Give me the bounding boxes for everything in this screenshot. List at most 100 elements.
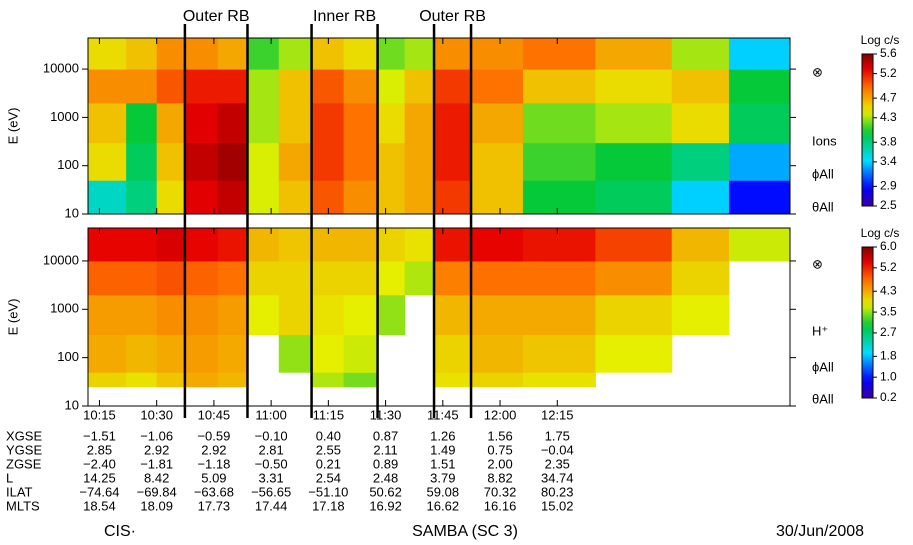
colorbar — [861, 53, 874, 207]
heatmap-cell — [126, 260, 158, 296]
heatmap-cell — [217, 260, 248, 296]
orbit-row-label: YGSE — [6, 442, 42, 457]
heatmap-cell — [184, 334, 219, 373]
heatmap-cell — [377, 260, 406, 296]
orbit-value: 16.16 — [484, 498, 517, 513]
colorbar-tick-label: 5.2 — [880, 66, 897, 80]
colorbar-tick-label: 5.6 — [880, 46, 897, 60]
orbit-value: −74.64 — [79, 484, 119, 499]
y-axis-label: E (eV) — [5, 299, 20, 336]
heatmap-cell — [184, 102, 219, 144]
heatmap-cell — [311, 334, 345, 373]
colorbar — [861, 246, 874, 399]
orbit-value: −1.81 — [140, 456, 173, 471]
orbit-value: 50.62 — [369, 484, 402, 499]
orbit-value: 3.31 — [258, 470, 283, 485]
heatmap-cell — [278, 334, 313, 373]
y-axis-label: E (eV) — [5, 108, 20, 145]
heatmap-cell — [595, 260, 673, 296]
orbit-value: −56.65 — [251, 484, 291, 499]
orbit-value: 1.26 — [430, 428, 455, 443]
colorbar-tick-label: 1.8 — [880, 349, 897, 363]
x-tick-label: 11:30 — [370, 407, 402, 422]
heatmap-cell — [728, 142, 791, 181]
footer-left: CIS· — [104, 523, 136, 540]
orbit-value: 14.25 — [83, 470, 116, 485]
orbit-value: 59.08 — [427, 484, 460, 499]
heatmap-cell — [156, 372, 186, 388]
heatmap-cell — [278, 260, 313, 296]
heatmap-cell — [126, 102, 158, 144]
heatmap-cell — [471, 142, 524, 181]
heatmap-cell — [247, 260, 280, 296]
orbit-value: 5.09 — [201, 470, 226, 485]
orbit-value: 17.18 — [312, 498, 345, 513]
heatmap-cell — [88, 180, 127, 215]
orbit-value: 2.48 — [373, 470, 398, 485]
heatmap-cell — [595, 69, 673, 104]
heatmap-cell — [728, 180, 791, 215]
heatmap-cell — [184, 372, 219, 388]
heatmap-cell — [278, 180, 313, 215]
orbit-value: −63.68 — [194, 484, 234, 499]
colorbar-label: Log c/s — [861, 226, 900, 240]
heatmap-cell — [311, 372, 345, 388]
heatmap-cell — [278, 142, 313, 181]
colorbar-tick-label: 3.8 — [880, 134, 897, 148]
heatmap-cell — [671, 228, 730, 262]
heatmap-cell — [434, 38, 472, 70]
heatmap-cell — [522, 372, 596, 388]
heatmap-cell — [522, 180, 596, 215]
heatmap-cell — [217, 294, 248, 336]
heatmap-cell — [343, 102, 379, 144]
heatmap-cell — [595, 142, 673, 181]
heatmap-cell — [88, 228, 127, 262]
heatmap-cell — [434, 102, 472, 144]
heatmap-cell — [377, 180, 406, 215]
heatmap-cell — [404, 180, 435, 215]
heatmap-cell — [278, 228, 313, 262]
heatmap-cell — [671, 260, 730, 296]
colorbar-tick-label: 2.5 — [880, 198, 897, 212]
orbit-value: −0.50 — [255, 456, 288, 471]
heatmap-cell — [404, 102, 435, 144]
orbit-value: 2.92 — [201, 442, 226, 457]
heatmap-cell — [522, 102, 596, 144]
heatmap-cell — [595, 334, 673, 373]
heatmap-cell — [247, 69, 280, 104]
heatmap-cell — [404, 228, 435, 262]
heatmap-cell — [434, 334, 472, 373]
colorbar-tick-label: 4.3 — [880, 110, 897, 124]
orbit-value: 1.51 — [430, 456, 455, 471]
orbit-value: 1.75 — [545, 428, 570, 443]
heatmap-cell — [671, 38, 730, 70]
x-tick-label: 11:00 — [255, 407, 287, 422]
orbit-row-label: ZGSE — [6, 456, 42, 471]
heatmap-cell — [377, 294, 406, 336]
orbit-value: 34.74 — [541, 470, 574, 485]
heatmap-cell — [471, 228, 524, 262]
heatmap-cell — [184, 38, 219, 70]
colorbar-label: Log c/s — [861, 33, 900, 47]
heatmap-cell — [434, 69, 472, 104]
heatmap-cell — [377, 102, 406, 144]
heatmap-cell — [217, 180, 248, 215]
orbit-value: 2.11 — [373, 442, 397, 457]
x-tick-label: 12:00 — [484, 407, 517, 422]
x-tick-label: 10:30 — [140, 407, 173, 422]
orbit-value: 18.54 — [83, 498, 116, 513]
orbit-value: 2.00 — [487, 456, 512, 471]
heatmap-cell — [311, 228, 345, 262]
heatmap-cell — [728, 102, 791, 144]
orbit-row-label: ILAT — [6, 484, 33, 499]
orbit-value: 1.56 — [487, 428, 512, 443]
footer-right: 30/Jun/2008 — [776, 523, 864, 540]
orbit-value: 3.79 — [430, 470, 455, 485]
heatmap-cell — [247, 228, 280, 262]
heatmap-cell — [404, 38, 435, 70]
heatmap-cell — [184, 142, 219, 181]
heatmap-cell — [377, 69, 406, 104]
heatmap-cell — [404, 260, 435, 296]
orbit-value: 17.44 — [255, 498, 288, 513]
